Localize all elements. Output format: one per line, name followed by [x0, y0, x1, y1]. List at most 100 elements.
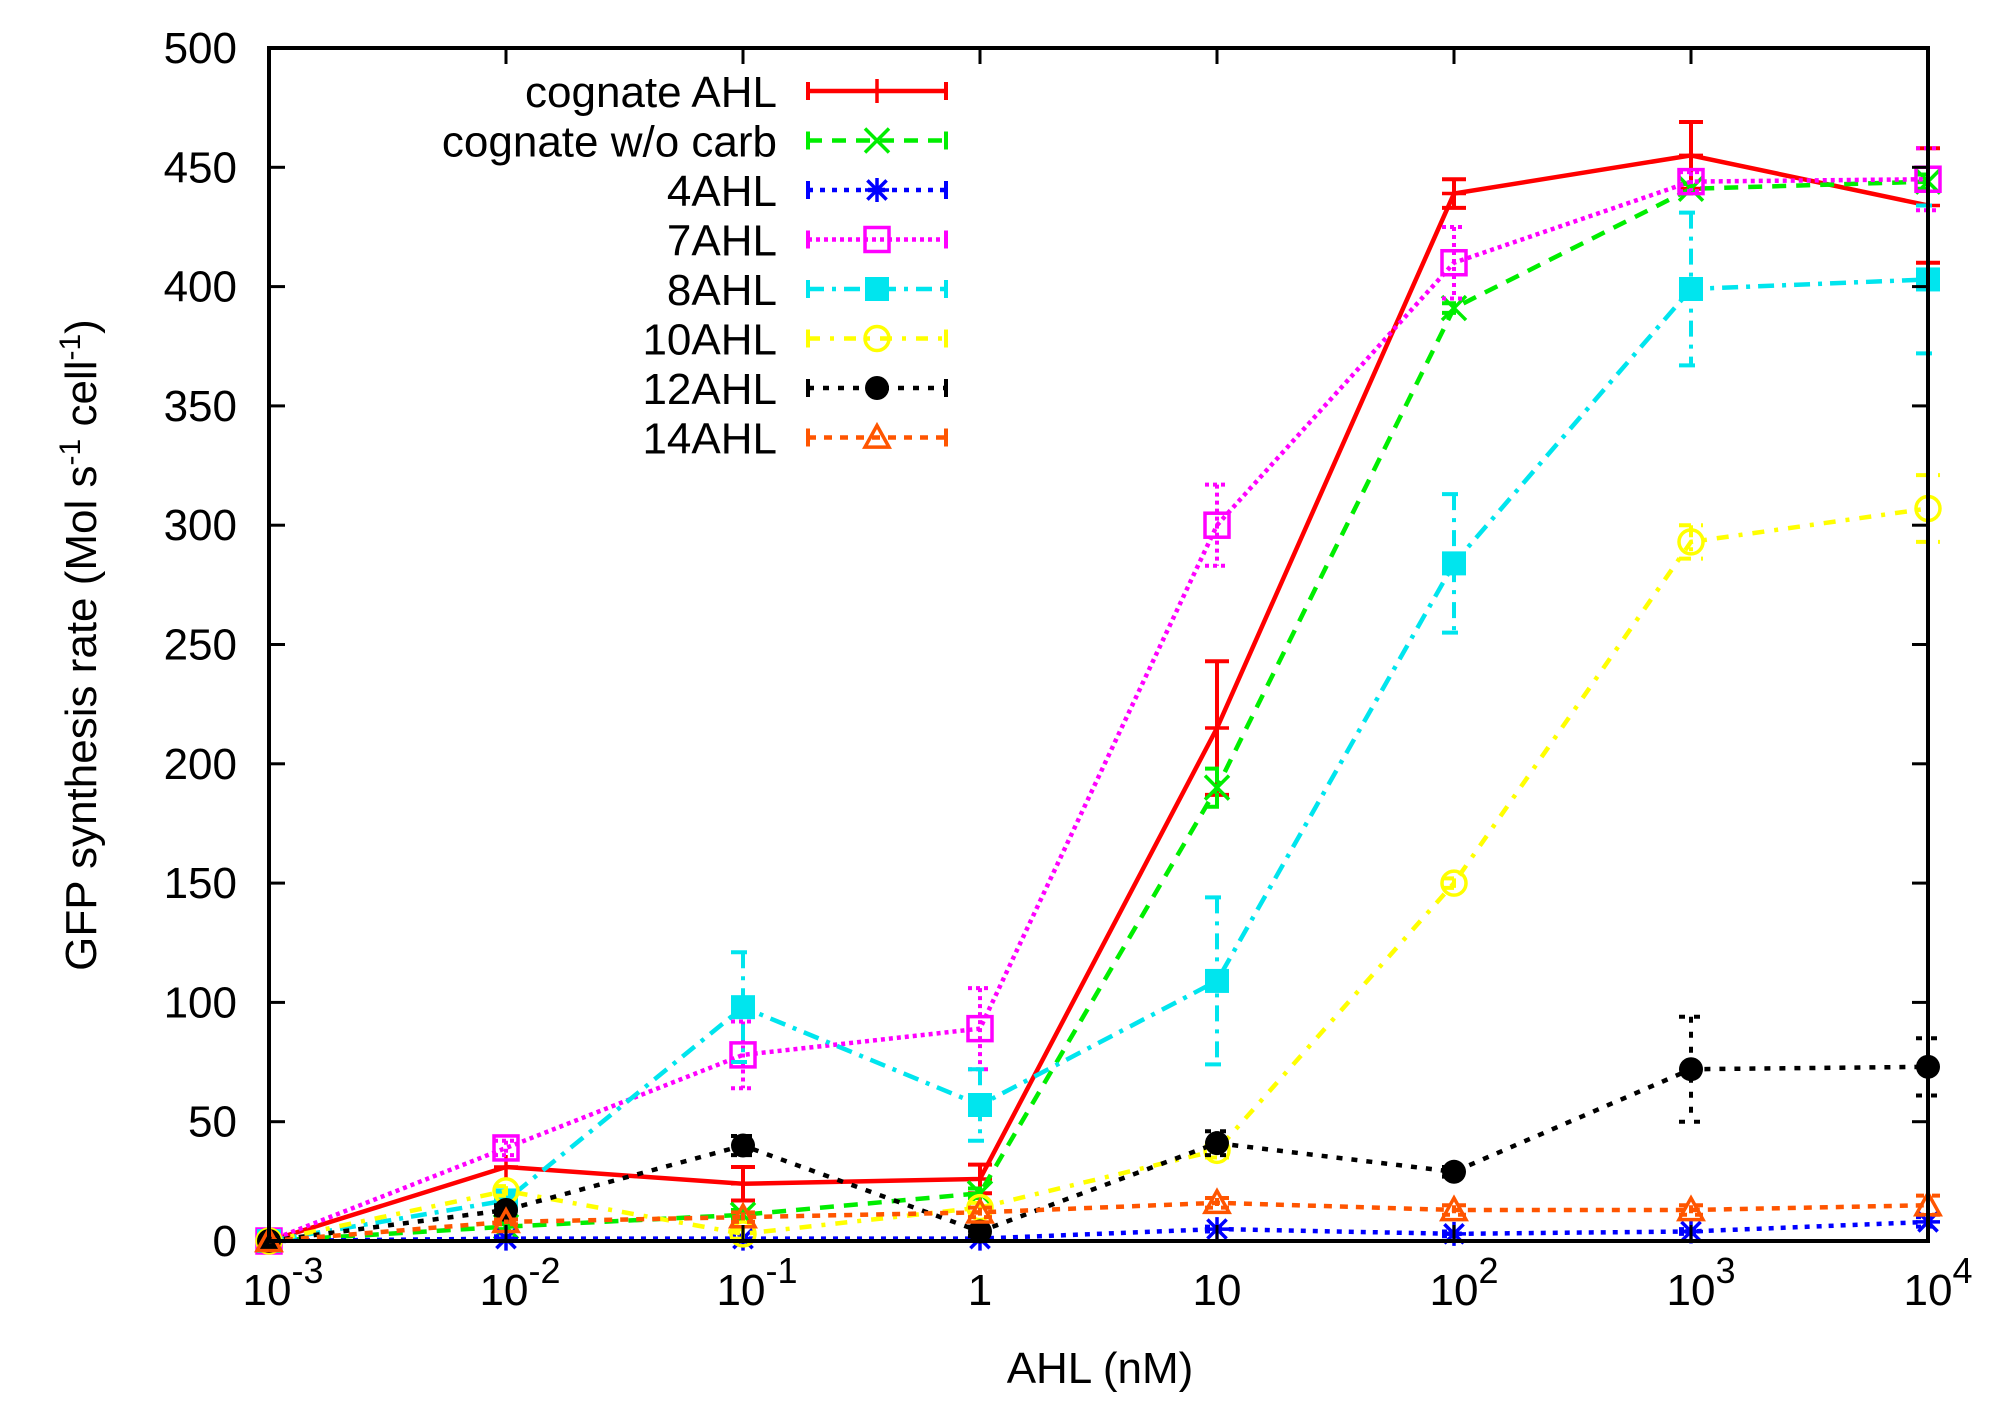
legend-error-cap	[806, 131, 948, 150]
y-tick-label: 150	[164, 859, 237, 908]
x-tick-label: 1	[968, 1266, 992, 1315]
plus-marker	[1679, 143, 1703, 168]
filled-square-marker	[865, 277, 889, 301]
x-tick-label: 104	[1904, 1250, 1973, 1315]
open-square-marker	[966, 1014, 994, 1043]
legend-item: 12AHL	[642, 365, 948, 414]
legend-error-cap	[806, 280, 948, 298]
series-layer	[254, 119, 1943, 1255]
error-bar	[1679, 1014, 1703, 1124]
x-tick-label: 10-1	[717, 1250, 798, 1315]
x-tick-label: 10	[1193, 1266, 1242, 1315]
legend-item: 8AHL	[667, 266, 948, 315]
y-tick-label: 300	[164, 501, 237, 550]
open-square-marker	[1440, 248, 1468, 277]
legend-label: 12AHL	[642, 365, 777, 414]
filled-circle-marker	[731, 1133, 755, 1158]
error-bar	[1679, 170, 1703, 194]
x-tick-base: 10	[1430, 1266, 1479, 1315]
legend-item: 10AHL	[642, 316, 948, 365]
legend-label: cognate w/o carb	[442, 118, 777, 167]
open-circle-marker	[1677, 528, 1705, 556]
open-triangle-marker	[1439, 1194, 1469, 1222]
x-tick-base: 10	[1904, 1266, 1953, 1315]
legend-error-cap	[806, 230, 948, 249]
series-cognate-w-o-carb	[255, 168, 1942, 1255]
series-8ahl	[257, 203, 1940, 1253]
open-square-marker	[1677, 167, 1705, 196]
legend-label: 4AHL	[667, 167, 777, 216]
filled-square-marker	[1442, 551, 1466, 576]
error-bar	[1205, 482, 1229, 568]
plus-marker	[731, 1171, 755, 1196]
error-bar	[968, 1067, 992, 1143]
plus-marker	[1205, 716, 1229, 741]
open-triangle-marker	[1676, 1194, 1706, 1222]
x-marker	[1203, 774, 1231, 801]
open-square-marker	[729, 1041, 757, 1069]
legend-item: 4AHL	[667, 167, 948, 216]
x-tick-exponent: 3	[1715, 1250, 1735, 1291]
y-tick-label: 50	[188, 1098, 237, 1147]
error-bar	[1205, 766, 1229, 809]
open-triangle-marker	[862, 421, 892, 449]
plus-marker	[1442, 181, 1466, 206]
open-triangle-marker	[1202, 1187, 1232, 1215]
open-circle-marker	[1440, 869, 1468, 897]
legend-error-cap	[806, 181, 948, 199]
star-marker	[865, 178, 889, 202]
filled-circle-marker	[865, 376, 889, 400]
x-tick-exponent: -2	[528, 1250, 560, 1291]
x-tick-base: 10	[243, 1266, 292, 1315]
legend-label: 8AHL	[667, 266, 777, 315]
filled-circle-marker	[1442, 1159, 1466, 1184]
error-bar	[1442, 492, 1466, 635]
plus-marker	[865, 79, 889, 103]
error-bar	[731, 950, 755, 1065]
x-tick-label: 10-2	[480, 1250, 561, 1315]
x-tick-base: 1	[968, 1266, 992, 1315]
plot-frame	[267, 46, 1930, 1243]
open-square-marker	[492, 1134, 520, 1162]
x-tick-base: 10	[1667, 1266, 1716, 1315]
y-tick-label: 200	[164, 740, 237, 789]
series-line	[268, 1200, 1929, 1244]
open-square-marker	[863, 225, 891, 254]
x-tick-exponent: -3	[291, 1250, 323, 1291]
y-tick-label: 0	[213, 1217, 237, 1266]
x-marker	[863, 127, 891, 154]
x-tick-base: 10	[717, 1266, 766, 1315]
x-tick-base: 10	[1193, 1266, 1242, 1315]
x-tick-exponent: -1	[765, 1250, 797, 1291]
legend-item: cognate AHL	[525, 68, 948, 117]
filled-square-marker	[1679, 276, 1703, 301]
legend-error-cap	[806, 329, 948, 348]
legend-error-cap	[806, 82, 948, 100]
y-axis-label-sup: -1	[54, 334, 87, 361]
error-bar	[1442, 876, 1466, 890]
filled-circle-marker	[1679, 1057, 1703, 1082]
y-tick-label: 250	[164, 621, 237, 670]
legend-label: 10AHL	[642, 316, 777, 365]
filled-circle-marker	[1205, 1131, 1229, 1156]
y-axis-label: GFP synthesis rate (Mol s-1 cell-1)	[54, 319, 106, 971]
series-14ahl	[254, 1187, 1943, 1253]
x-tick-base: 10	[480, 1266, 529, 1315]
legend-label: 14AHL	[642, 415, 777, 464]
open-circle-marker	[863, 324, 891, 353]
series-line	[268, 1064, 1929, 1244]
y-tick-label: 100	[164, 978, 237, 1027]
x-tick-exponent: 4	[1952, 1250, 1972, 1291]
error-bar	[1442, 224, 1466, 301]
series-line	[268, 506, 1929, 1244]
y-tick-label: 500	[164, 24, 237, 73]
series-line	[268, 153, 1929, 1244]
legend-label: cognate AHL	[525, 68, 777, 117]
x-axis: 10-3 10-2 10-1 1 10 102 103 104	[243, 48, 1973, 1315]
legend-error-cap	[806, 428, 948, 447]
legend-item: 14AHL	[642, 415, 948, 464]
y-axis-label-mid: cell	[57, 361, 106, 439]
open-circle-marker	[729, 1220, 757, 1248]
